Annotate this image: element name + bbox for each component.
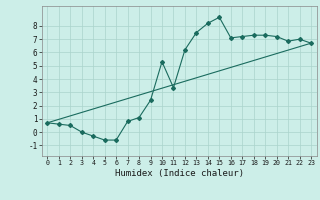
X-axis label: Humidex (Indice chaleur): Humidex (Indice chaleur)	[115, 169, 244, 178]
